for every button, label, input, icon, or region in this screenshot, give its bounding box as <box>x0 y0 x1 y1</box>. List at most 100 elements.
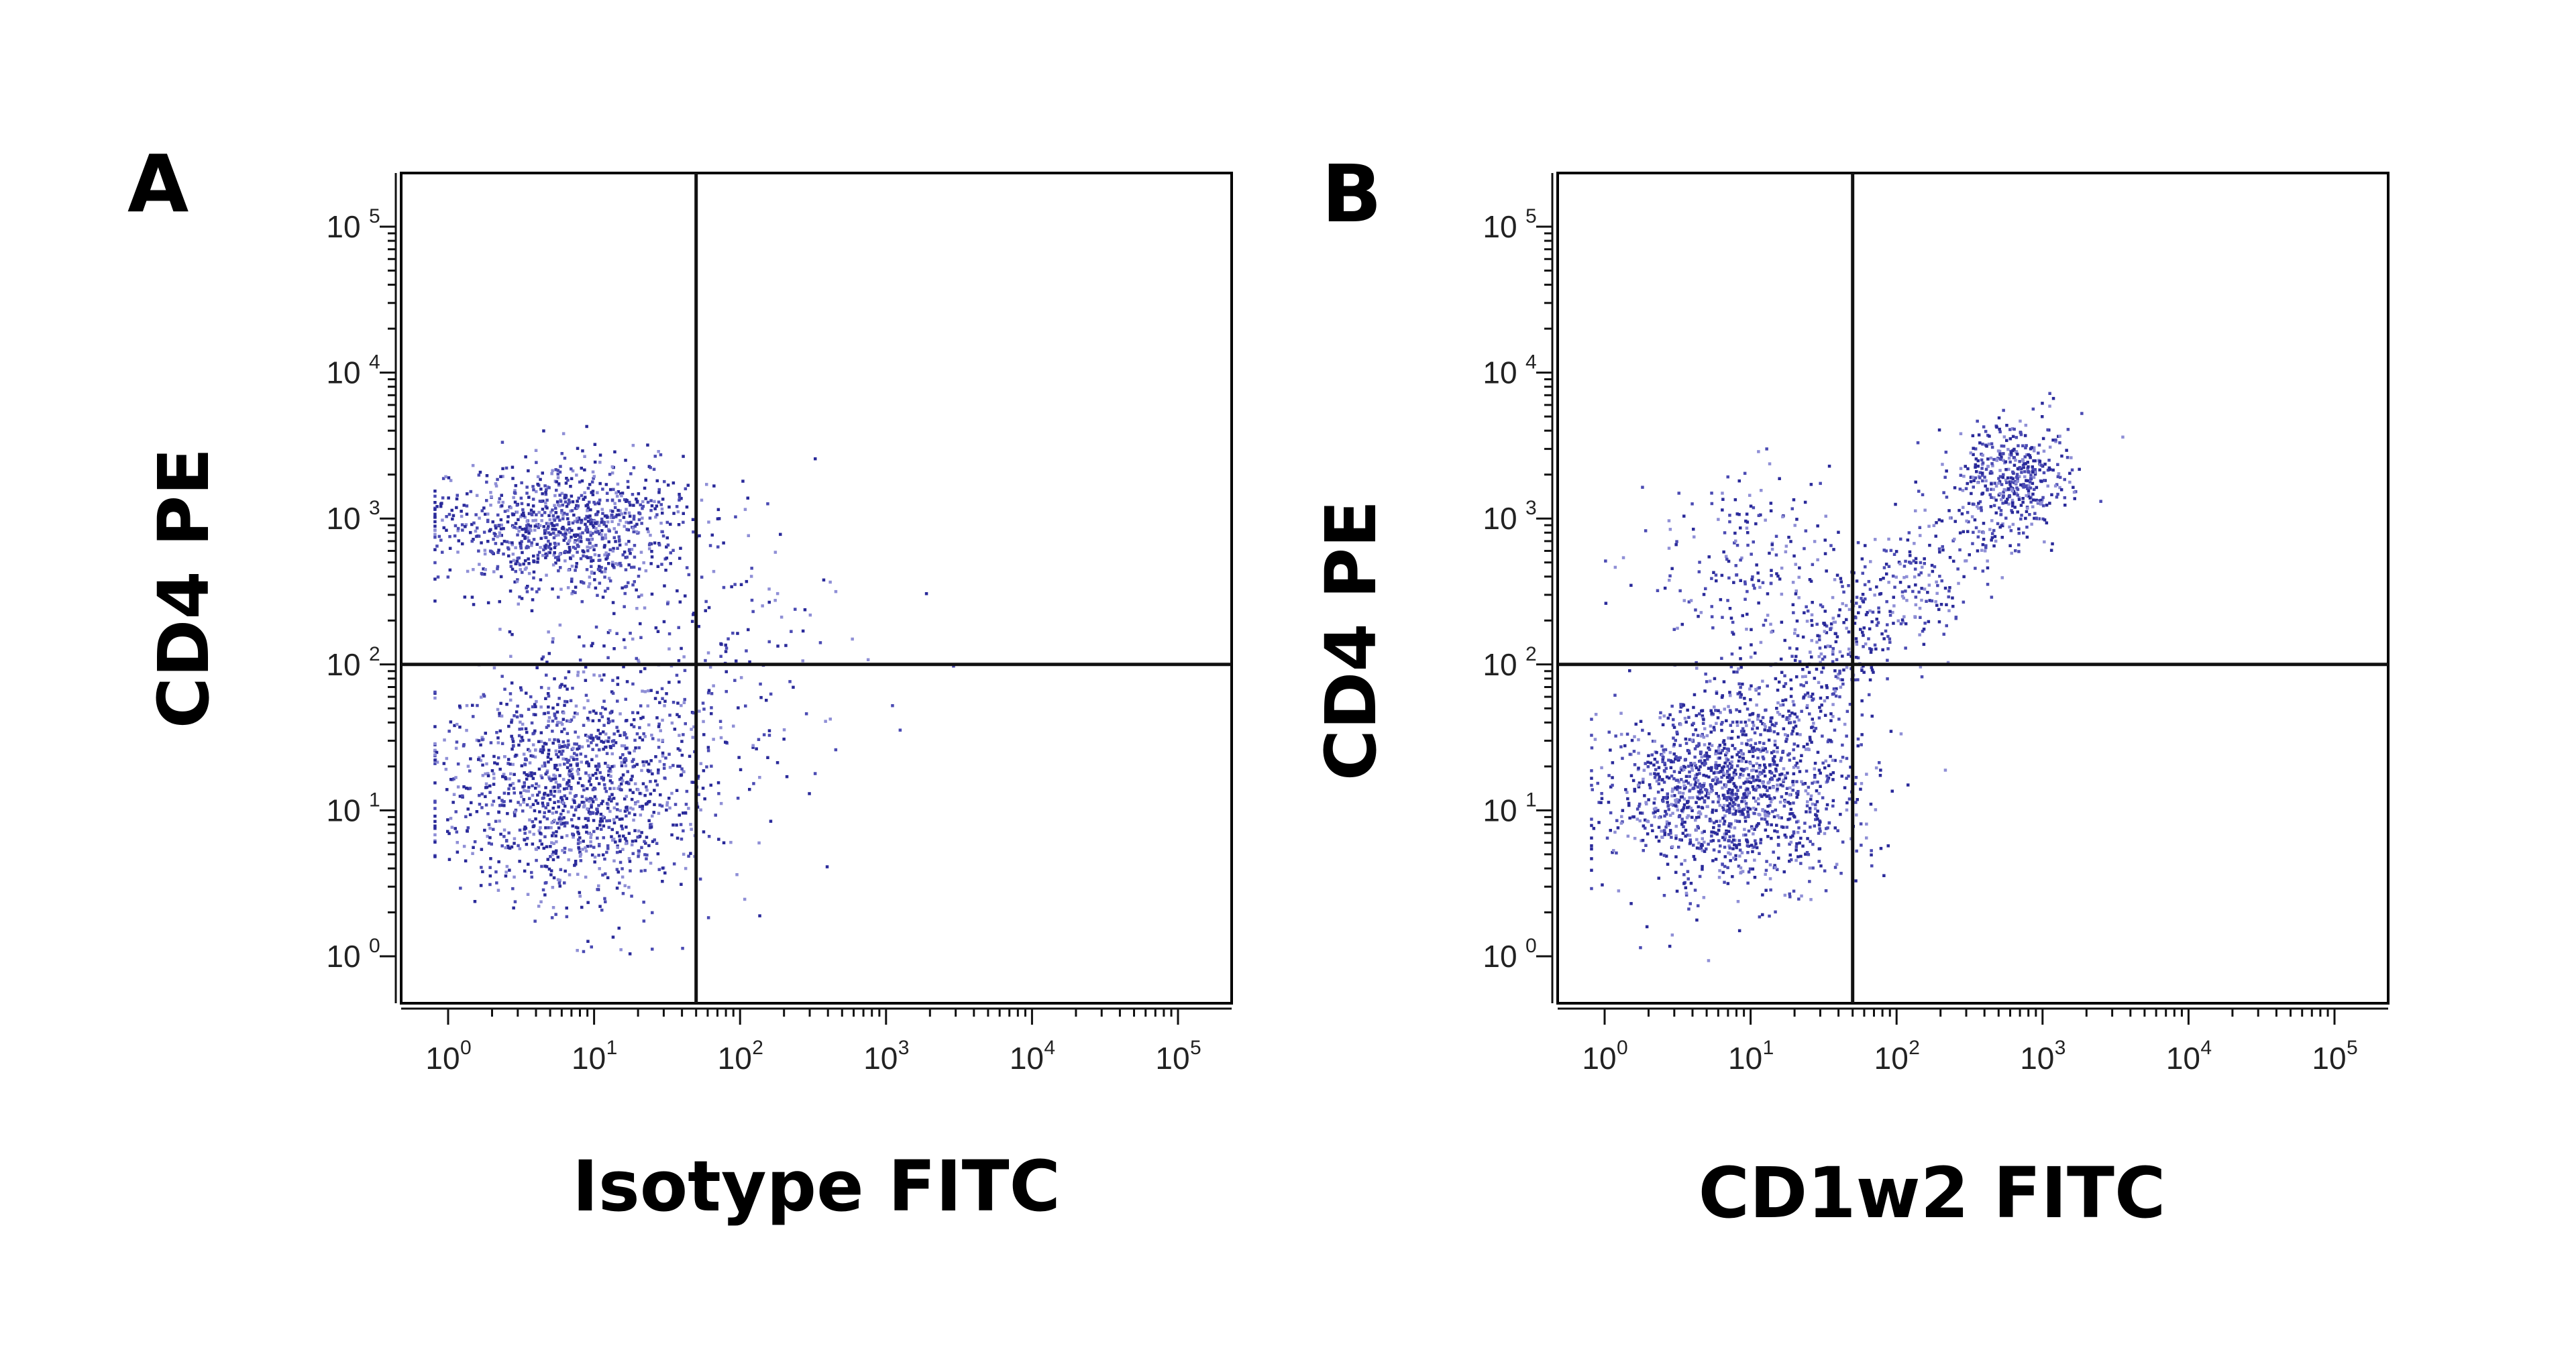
panel-b-event-dot <box>1793 628 1797 632</box>
panel-b-event-dot <box>1800 754 1803 757</box>
panel-a-event-dot <box>597 559 600 562</box>
panel-b-event-dot <box>1717 797 1721 801</box>
panel-b-event-dot <box>1956 567 1960 571</box>
panel-a-event-dot <box>562 787 566 791</box>
panel-b-event-dot <box>1750 825 1754 829</box>
panel-b-event-dot <box>1723 814 1727 817</box>
panel-a-event-dot <box>549 510 553 514</box>
panel-a-event-dot <box>527 539 531 543</box>
panel-b-event-dot <box>1791 730 1794 733</box>
panel-b-event-dot <box>1891 610 1894 614</box>
panel-b-event-dot <box>2017 527 2021 530</box>
panel-b-event-dot <box>2000 483 2004 486</box>
panel-a-event-dot <box>642 732 645 736</box>
panel-a-event-dot <box>588 779 591 783</box>
panel-b-event-dot <box>1992 504 1996 508</box>
panel-b-event-dot <box>1728 780 1732 783</box>
panel-a-event-dot <box>658 701 661 704</box>
panel-b-event-dot <box>1823 766 1827 770</box>
panel-b-event-dot <box>1762 748 1765 752</box>
panel-b-event-dot <box>1791 789 1794 792</box>
panel-a-event-dot <box>596 888 599 891</box>
panel-b-event-dot <box>1741 727 1745 730</box>
panel-b-event-dot <box>1994 484 1998 488</box>
panel-a-event-dot <box>698 534 701 538</box>
panel-b-event-dot <box>1892 604 1896 608</box>
panel-a-event-dot <box>614 515 618 518</box>
panel-b-event-dot <box>1856 678 1860 681</box>
panel-b-event-dot <box>2031 465 2034 469</box>
panel-b-event-dot <box>2008 483 2012 486</box>
panel-a-event-dot <box>527 469 530 473</box>
panel-b-event-dot <box>1757 748 1761 752</box>
panel-b-event-dot <box>1803 782 1807 785</box>
panel-a-event-dot <box>542 429 545 433</box>
panel-a-event-dot <box>535 699 538 703</box>
panel-a-event-dot <box>481 774 485 777</box>
panel-a-event-dot <box>496 756 500 760</box>
panel-b-event-dot <box>1858 605 1862 608</box>
panel-b-event-dot <box>1832 548 1835 551</box>
panel-a-event-dot <box>616 730 620 733</box>
panel-b-event-dot <box>1771 809 1774 813</box>
panel-a-event-dot <box>637 829 641 833</box>
panel-b-event-dot <box>1728 709 1732 712</box>
panel-b-event-dot <box>1712 848 1716 852</box>
panel-a-event-dot <box>551 850 555 854</box>
panel-b-event-dot <box>1639 720 1643 723</box>
panel-a-event-dot <box>657 868 661 871</box>
panel-a-event-dot <box>591 545 595 548</box>
panel-a-event-dot <box>563 703 566 707</box>
panel-a-event-dot <box>536 482 539 486</box>
panel-a-event-dot <box>492 772 496 776</box>
panel-a-event-dot <box>508 541 511 545</box>
panel-b-event-dot <box>2009 486 2012 489</box>
panel-a-event-dot <box>718 720 722 723</box>
panel-a-event-dot <box>507 554 511 558</box>
panel-b-event-dot <box>1976 459 1980 463</box>
panel-b-event-dot <box>2099 500 2102 503</box>
panel-a-event-dot <box>513 875 516 879</box>
panel-b-event-dot <box>1773 739 1777 743</box>
panel-b-event-dot <box>1699 812 1703 815</box>
panel-b-event-dot <box>1902 565 1907 568</box>
panel-a-event-dot <box>523 789 526 792</box>
panel-a-event-dot <box>621 586 624 589</box>
panel-a-event-dot <box>622 665 625 669</box>
panel-b-event-dot <box>1805 804 1809 807</box>
panel-a-event-dot <box>490 551 494 555</box>
panel-a-event-dot <box>601 488 604 491</box>
panel-b-event-dot <box>1768 778 1772 781</box>
panel-a-event-dot <box>675 673 679 677</box>
panel-b-event-dot <box>1823 630 1827 633</box>
panel-a-event-dot <box>525 836 529 840</box>
panel-b-event-dot <box>1739 579 1742 582</box>
panel-b-event-dot <box>1755 846 1759 850</box>
panel-b-event-dot <box>1976 549 1980 553</box>
panel-a-event-dot <box>702 733 706 736</box>
panel-a-event-dot <box>716 781 720 785</box>
panel-a-event-dot <box>600 565 603 569</box>
panel-b-event-dot <box>2023 455 2027 459</box>
panel-a-event-dot <box>722 541 725 545</box>
panel-a-event-dot <box>609 509 612 512</box>
panel-a-event-dot <box>626 479 630 484</box>
panel-b-event-dot <box>1760 817 1764 821</box>
panel-b-event-dot <box>1715 819 1718 824</box>
panel-a-event-dot <box>649 533 652 537</box>
panel-a-event-dot <box>577 838 580 842</box>
panel-a-event-dot <box>517 529 521 533</box>
panel-b-event-dot <box>1854 879 1858 883</box>
panel-a-event-dot <box>590 741 593 744</box>
panel-b-event-dot <box>1969 451 1972 455</box>
panel-a-event-dot <box>546 858 549 861</box>
panel-a-event-dot <box>557 826 561 830</box>
panel-b-event-dot <box>1748 718 1751 722</box>
panel-b-event-dot <box>1695 918 1699 922</box>
panel-a-event-dot <box>724 689 728 693</box>
panel-a-event-dot <box>582 825 585 829</box>
panel-a-event-dot <box>535 490 538 494</box>
panel-a-event-dot <box>547 775 551 779</box>
panel-a-event-dot <box>670 721 674 725</box>
panel-b-event-dot <box>1746 531 1750 534</box>
